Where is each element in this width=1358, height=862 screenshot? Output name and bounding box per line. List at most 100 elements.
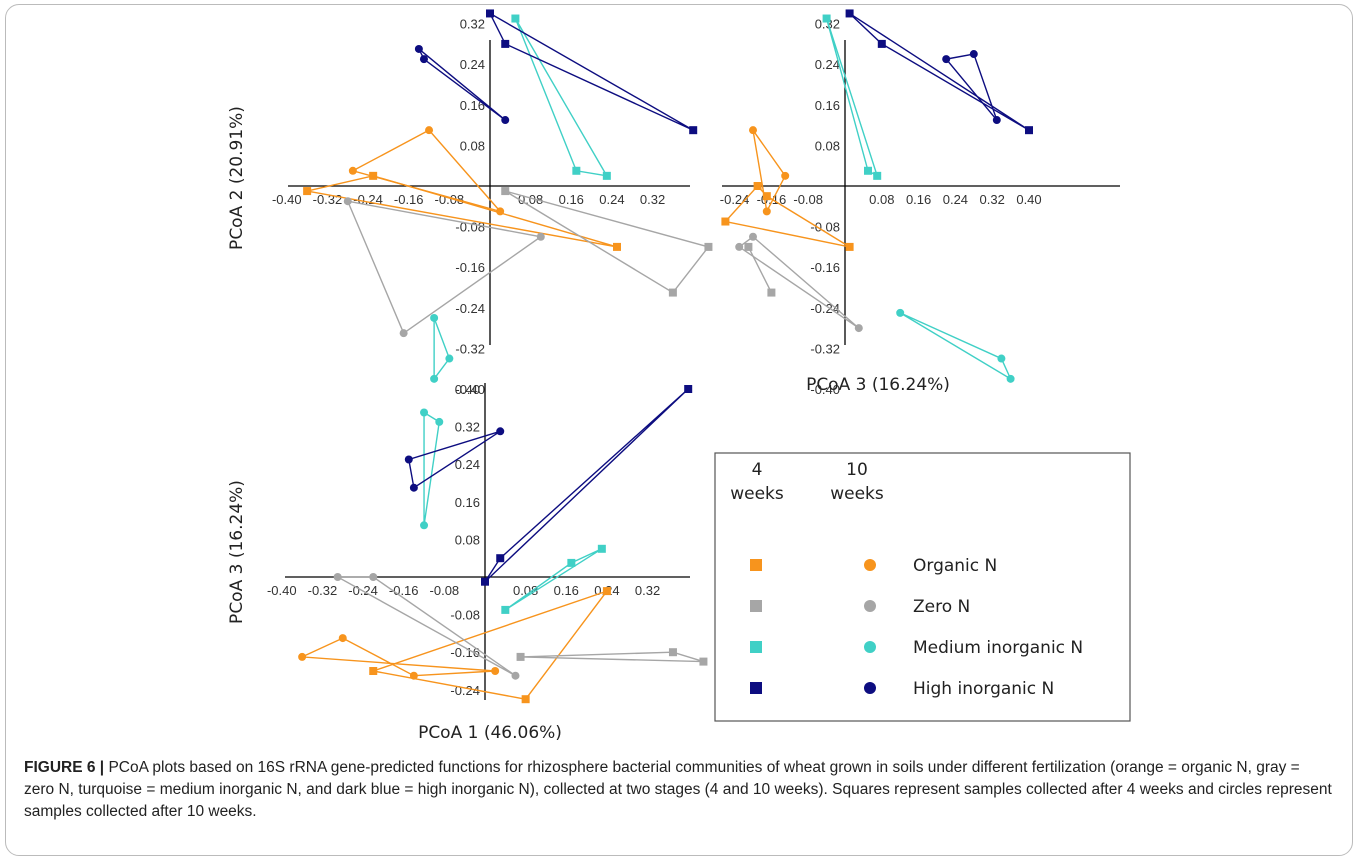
y-tick-label: 0.08 xyxy=(460,138,485,153)
legend-circle-marker xyxy=(864,600,876,612)
data-point-square xyxy=(602,587,611,596)
y-tick-label: -0.08 xyxy=(450,608,480,623)
y-tick-label: 0.24 xyxy=(460,57,485,72)
x-tick-label: 0.16 xyxy=(559,192,584,207)
x-tick-label: -0.16 xyxy=(389,583,419,598)
data-point-square xyxy=(521,695,530,704)
series-hull xyxy=(747,246,773,293)
data-point-square xyxy=(511,14,520,23)
caption-text: PCoA plots based on 16S rRNA gene-predic… xyxy=(24,759,1332,820)
data-point-circle xyxy=(419,55,428,64)
series-hull xyxy=(514,18,609,177)
y-axis-label: PCoA 3 (16.24%) xyxy=(227,480,247,624)
y-tick-label: -0.08 xyxy=(455,220,485,235)
data-point-circle xyxy=(404,455,413,464)
y-tick-label: 0.32 xyxy=(455,420,480,435)
data-point-circle xyxy=(435,417,444,426)
series-hull xyxy=(306,175,618,248)
x-tick-label: -0.40 xyxy=(272,192,302,207)
y-tick-label: 0.16 xyxy=(455,495,480,510)
series-hull xyxy=(520,651,704,663)
legend-item-label: Medium inorganic N xyxy=(913,638,1083,658)
data-point-circle xyxy=(501,116,510,125)
y-tick-label: 0.24 xyxy=(815,57,840,72)
legend: 4 weeks 10 weeks Organic N Zero N Medium inorg… xyxy=(714,452,1131,722)
x-tick-label: 0.24 xyxy=(943,192,968,207)
data-point-circle xyxy=(491,667,500,675)
pcoa-panel-top-right: -0.24 -0.16 -0.08 0.08 0.16 0.24 0.32 0.400.320… xyxy=(720,9,1120,397)
data-point-square xyxy=(501,605,510,614)
x-tick-label: -0.16 xyxy=(394,192,424,207)
data-point-circle xyxy=(992,116,1001,125)
series-hull xyxy=(944,53,998,121)
data-point-circle xyxy=(854,324,863,333)
data-point-square xyxy=(303,187,312,196)
x-axis-label: PCoA 3 (16.24%) xyxy=(806,375,950,395)
data-point-square xyxy=(845,9,854,18)
data-point-circle xyxy=(343,197,352,206)
legend-item-label: High inorganic N xyxy=(913,679,1054,699)
data-point-circle xyxy=(536,232,545,241)
data-point-circle xyxy=(942,55,951,64)
series-hull xyxy=(504,190,710,294)
data-point-circle xyxy=(338,634,347,643)
x-tick-label: 0.16 xyxy=(906,192,931,207)
x-tick-label: 0.24 xyxy=(599,192,624,207)
y-tick-label: 0.16 xyxy=(815,98,840,113)
data-point-circle xyxy=(511,671,520,680)
y-tick-label: -0.40 xyxy=(455,382,485,397)
y-tick-label: -0.16 xyxy=(810,260,840,275)
data-point-circle xyxy=(430,374,439,383)
legend-item-label: Organic N xyxy=(913,556,997,576)
data-point-square xyxy=(684,385,693,393)
data-point-circle xyxy=(420,408,429,417)
series-hull xyxy=(408,430,501,489)
data-point-square xyxy=(877,39,886,48)
series-hull xyxy=(334,576,516,677)
legend-circle-marker xyxy=(864,682,876,694)
series-hull xyxy=(370,589,609,700)
legend-item-label: Zero N xyxy=(913,597,970,617)
series-hull xyxy=(418,48,506,121)
data-point-square xyxy=(572,166,581,175)
data-point-circle xyxy=(348,166,357,175)
series-hull xyxy=(737,235,860,329)
series-hull xyxy=(488,11,694,131)
data-point-circle xyxy=(749,232,757,241)
legend-circle-marker xyxy=(864,559,876,571)
y-tick-label: -0.08 xyxy=(810,220,840,235)
y-tick-label: 0.24 xyxy=(455,457,480,472)
data-point-square xyxy=(668,288,677,297)
data-point-circle xyxy=(425,126,434,135)
series-hull xyxy=(350,129,503,213)
data-point-square xyxy=(721,217,730,226)
data-point-square xyxy=(369,667,378,675)
figure-caption: FIGURE 6 | PCoA plots based on 16S rRNA … xyxy=(24,757,1334,823)
data-point-square xyxy=(744,242,753,251)
legend-square-marker xyxy=(750,600,762,612)
x-tick-label: 0.32 xyxy=(635,583,660,598)
data-point-circle xyxy=(1006,374,1015,383)
data-point-square xyxy=(845,242,854,251)
data-point-circle xyxy=(997,354,1006,363)
figure-label: FIGURE 6 | xyxy=(24,759,105,776)
y-tick-label: -0.32 xyxy=(455,341,485,356)
data-point-square xyxy=(753,182,762,190)
pcoa-panel-bottom-left: -0.40-0.32-0.24-0.16-0.080.080.160.240.3… xyxy=(227,382,708,743)
y-tick-label: -0.24 xyxy=(455,301,485,316)
legend-square-marker xyxy=(750,682,762,694)
series-hull xyxy=(825,18,879,178)
y-tick-label: -0.16 xyxy=(450,645,480,660)
y-tick-label: 0.16 xyxy=(460,98,485,113)
data-point-circle xyxy=(735,242,744,251)
legend-square-marker xyxy=(750,641,762,653)
x-axis-label: PCoA 1 (46.06%) xyxy=(418,723,562,743)
data-point-square xyxy=(602,171,611,180)
x-tick-label: 0.08 xyxy=(869,192,894,207)
data-point-square xyxy=(689,126,698,135)
x-tick-label: 0.32 xyxy=(980,192,1005,207)
x-tick-label: 0.08 xyxy=(513,583,538,598)
x-tick-label: -0.08 xyxy=(793,192,823,207)
y-tick-label: 0.32 xyxy=(815,17,840,32)
y-tick-label: 0.08 xyxy=(455,532,480,547)
